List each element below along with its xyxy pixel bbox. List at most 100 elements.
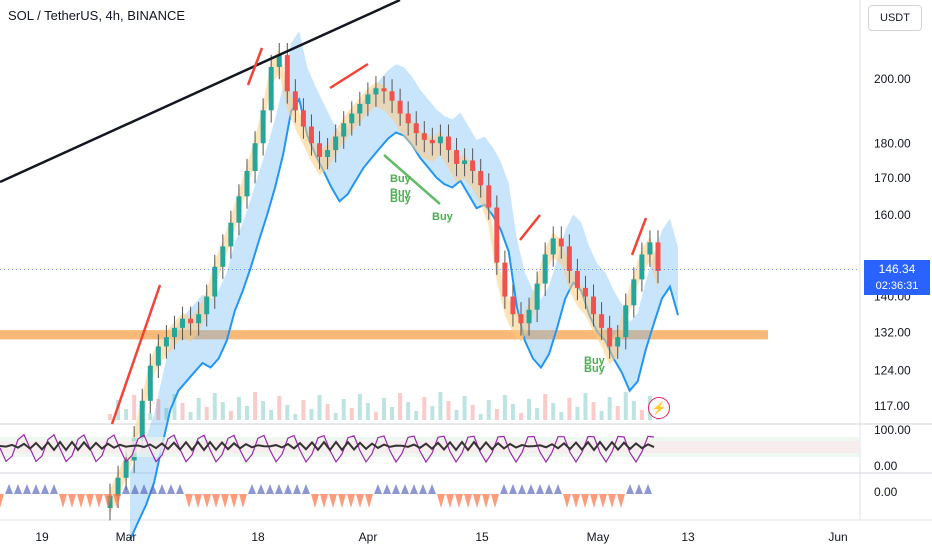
- oscillator-triangle: [77, 494, 85, 508]
- volume-bar: [510, 404, 515, 420]
- candle-body: [478, 170, 484, 186]
- oscillator-triangle: [41, 484, 49, 494]
- divergence-line: [630, 217, 648, 256]
- volume-bar: [124, 409, 129, 420]
- volume-bar: [398, 393, 403, 420]
- volume-bar: [180, 403, 185, 420]
- trendline: [0, 0, 401, 184]
- price-tick-label: 170.00: [874, 171, 911, 185]
- oscillator-triangle: [455, 494, 463, 508]
- volume-bar: [132, 395, 137, 420]
- volume-bar: [357, 394, 362, 420]
- candle-body: [107, 495, 113, 509]
- divergence-line: [329, 62, 369, 90]
- volume-bar: [317, 395, 322, 420]
- divergence-line: [519, 214, 541, 241]
- oscillator-triangle: [176, 484, 184, 494]
- volume-bar: [212, 393, 217, 420]
- candle-body: [558, 238, 564, 247]
- volume-bar: [535, 408, 540, 420]
- oscillator-triangle: [320, 494, 328, 508]
- candle-body: [405, 113, 411, 124]
- price-tick-label: 132.00: [874, 325, 911, 339]
- candle-body: [244, 170, 250, 197]
- oscillator-triangle: [473, 494, 481, 508]
- candle-body: [582, 287, 588, 297]
- candle-body: [317, 143, 323, 157]
- oscillator-triangle: [104, 494, 112, 508]
- oscillator-triangle: [536, 484, 544, 494]
- oscillator-triangle: [491, 494, 499, 508]
- oscillator-triangle: [428, 484, 436, 494]
- volume-bar: [438, 392, 443, 420]
- volume-bar: [382, 398, 386, 420]
- oscillator-triangle: [356, 494, 364, 508]
- oscillator-triangle: [482, 494, 490, 508]
- oscillator-triangle: [194, 494, 202, 508]
- candle-body: [413, 123, 419, 134]
- candle-body: [445, 136, 451, 151]
- volume-bar: [478, 414, 483, 420]
- time-tick-label: May: [587, 530, 610, 544]
- candle-body: [534, 283, 540, 310]
- candle-body: [300, 110, 306, 127]
- oscillator-triangle: [86, 494, 94, 508]
- rsi-line: [0, 433, 655, 464]
- candle-body: [139, 400, 145, 439]
- candle-body: [220, 246, 226, 267]
- candle-body: [204, 296, 210, 315]
- time-tick-label: 19: [35, 530, 49, 544]
- volume-bar: [527, 399, 532, 420]
- buy-label: Buy: [584, 363, 606, 375]
- candle-body: [260, 110, 266, 144]
- oscillator-triangle: [311, 494, 319, 508]
- volume-bar: [615, 406, 620, 420]
- volume-bar: [349, 408, 354, 420]
- volume-bar: [196, 398, 201, 420]
- volume-bar: [583, 393, 588, 420]
- candle-body: [155, 346, 161, 366]
- volume-bar: [277, 396, 282, 420]
- oscillator-triangle: [158, 484, 166, 494]
- candle-body: [171, 327, 177, 338]
- oscillator-triangle: [383, 484, 391, 494]
- oscillator-triangle: [365, 494, 373, 508]
- candle-body: [510, 296, 516, 315]
- candle-body: [228, 222, 234, 247]
- candle-body: [180, 318, 186, 328]
- candle-body: [494, 207, 500, 263]
- candle-body: [623, 305, 629, 338]
- candle-body: [252, 143, 258, 171]
- rsi-signal-line: [0, 440, 655, 452]
- price-tick-label: 180.00: [874, 136, 911, 150]
- candle-body: [526, 309, 532, 324]
- volume-bar: [204, 407, 209, 420]
- volume-bar: [148, 413, 153, 420]
- lightning-icon[interactable]: ⚡: [648, 397, 670, 419]
- candle-body: [639, 254, 645, 280]
- oscillator-triangle: [626, 484, 634, 494]
- volume-bar: [599, 411, 604, 420]
- oscillator-triangle: [554, 484, 562, 494]
- oscillator-triangle: [599, 494, 607, 508]
- oscillator-triangle: [14, 484, 22, 494]
- oscillator-triangle: [59, 494, 67, 508]
- candle-body: [421, 133, 427, 140]
- oscillator-triangle: [644, 484, 652, 494]
- oscillator-triangle: [203, 494, 211, 508]
- oscillator-triangle: [635, 484, 643, 494]
- candle-body: [292, 91, 298, 111]
- price-tick-label: 160.00: [874, 208, 911, 222]
- volume-bar: [341, 399, 346, 420]
- volume-bar: [220, 402, 225, 420]
- volume-bar: [164, 408, 169, 420]
- candle-body: [566, 246, 572, 271]
- buy-label: Buy: [390, 173, 412, 185]
- volume-bar: [519, 413, 523, 420]
- oscillator-triangle: [338, 494, 346, 508]
- candle-body: [647, 242, 653, 255]
- buy-label: Buy: [432, 211, 454, 223]
- currency-button[interactable]: USDT: [868, 5, 922, 31]
